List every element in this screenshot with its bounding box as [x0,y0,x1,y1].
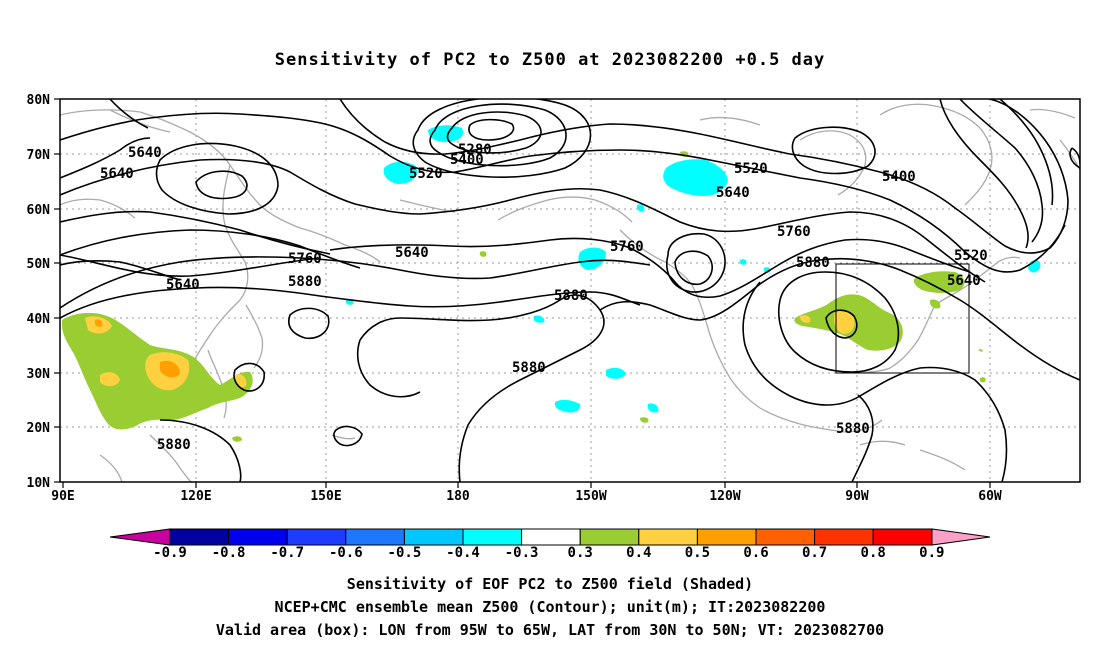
colorbar-swatch [696,528,757,546]
colorbar-tick-label: 0.7 [802,545,827,561]
colorbar-tick-label: -0.8 [212,545,246,561]
colorbar-swatch [872,528,933,546]
lon-label: 120W [709,489,740,504]
lat-label: 20N [27,421,51,436]
colorbar-swatch [462,528,523,546]
lat-label: 40N [27,312,51,327]
colorbar-tick-label: -0.4 [446,545,480,561]
lat-label: 50N [27,257,51,272]
colorbar-tick-label: -0.3 [505,545,539,561]
lat-label: 10N [27,476,51,491]
shading-positive [62,151,986,442]
contour-label: 5520 [734,161,768,177]
colorbar-swatch [403,528,464,546]
lon-label: 60W [978,489,1002,504]
contour-label: 5400 [450,152,484,168]
caption-contour: NCEP+CMC ensemble mean Z500 (Contour); u… [274,598,826,616]
contour-labels: 5640 5640 5640 5640 5640 5640 5520 5520 … [100,142,988,453]
plot-area [60,99,1080,482]
lon-label: 180 [446,489,470,504]
contour-label: 5880 [157,437,191,453]
valid-area-box [835,263,970,374]
colorbar-tick-label: -0.5 [388,545,422,561]
colorbar-tick-label: -0.7 [270,545,304,561]
colorbar-swatch [345,528,405,546]
contour-label: 5280 [458,142,492,158]
colorbar-tick-label: 0.6 [743,545,768,561]
contour-label: 5760 [288,251,322,267]
lon-label: 150E [310,489,341,504]
contour-label: 5880 [288,274,322,290]
colorbar-swatch [169,528,230,546]
colorbar-low-arrow [109,528,171,546]
contour-label: 5520 [954,248,988,264]
lon-label: 90E [51,489,74,504]
lon-label: 120E [180,489,211,504]
patch-new-england [913,271,965,293]
colorbar-swatch [638,528,698,546]
colorbar-swatch [228,528,288,546]
latitude-labels: 80N 70N 60N 50N 40N 30N 20N 10N [27,93,51,491]
caption-shading: Sensitivity of EOF PC2 to Z500 field (Sh… [346,575,754,593]
colorbar-swatch [814,528,874,546]
contour-label: 5880 [796,255,830,271]
colorbar-tick-label: 0.3 [568,545,593,561]
colorbar-swatch [579,528,640,546]
shading-negative [345,125,1041,413]
contour-label: 5760 [610,239,644,255]
contour-label: 5640 [100,166,134,182]
colorbar: -0.9 -0.8 -0.7 -0.6 -0.5 -0.4 -0.3 0.3 0.4 0.5 0.6… [109,528,991,561]
patch-east-asia-orange [85,316,247,391]
colorbar-swatch [286,528,347,546]
longitude-labels: 90E 120E 150E 180 150W 120W 90W 60W [51,489,1002,504]
colorbar-tick-label: 0.9 [919,545,944,561]
patch-bering [428,125,464,142]
colorbar-tick-label: -0.6 [329,545,363,561]
contour-label: 5640 [166,277,200,293]
colorbar-swatch [755,528,816,546]
z500-contours [60,99,1080,482]
lon-label: 90W [845,489,869,504]
colorbar-tick-label: -0.9 [153,545,187,561]
contour-label: 5520 [409,166,443,182]
caption-valid-area: Valid area (box): LON from 95W to 65W, L… [215,621,885,639]
contour-label: 5880 [554,288,588,304]
contour-label: 5640 [947,273,981,289]
colorbar-tick-label: 0.4 [626,545,651,561]
colorbar-swatch [521,528,581,546]
contour-label: 5640 [716,185,750,201]
colorbar-tick-label: 0.8 [861,545,886,561]
colorbar-high-arrow [931,528,991,546]
lat-label: 60N [27,203,51,218]
contour-label: 5880 [836,421,870,437]
lon-label: 150W [575,489,606,504]
contour-label: 5640 [128,145,162,161]
contour-label: 5880 [512,360,546,376]
contour-label: 5760 [777,224,811,240]
contour-label: 5640 [395,245,429,261]
chart-title: Sensitivity of PC2 to Z500 at 2023082200… [274,50,826,70]
contour-label: 5400 [882,169,916,185]
lat-label: 30N [27,367,51,382]
lat-label: 80N [27,93,51,108]
colorbar-tick-label: 0.5 [685,545,710,561]
lat-label: 70N [27,148,51,163]
